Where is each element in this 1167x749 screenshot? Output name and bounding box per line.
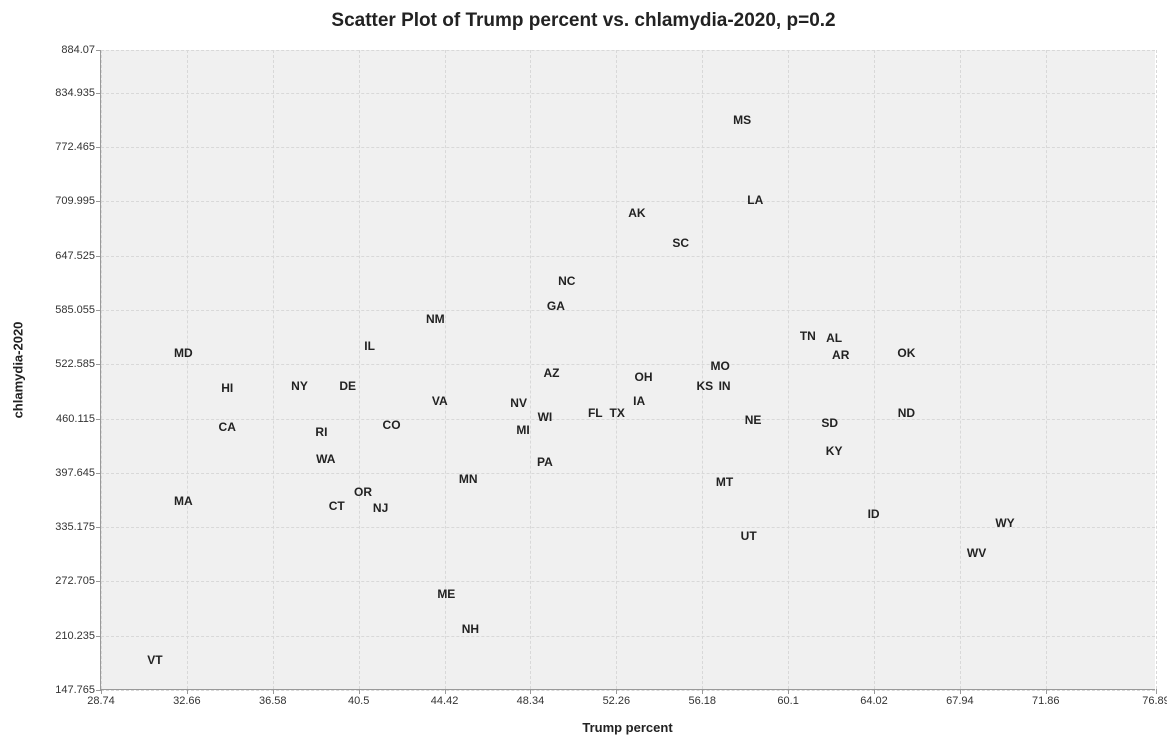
- x-tick-label: 48.34: [517, 689, 545, 707]
- gridline-v: [1156, 50, 1157, 689]
- data-point: MD: [174, 346, 193, 360]
- x-tick-label: 40.5: [348, 689, 369, 707]
- y-tick-label: 335.175: [55, 521, 101, 533]
- x-tick-label: 67.94: [946, 689, 974, 707]
- y-tick-label: 272.705: [55, 575, 101, 587]
- gridline-h: [101, 636, 1155, 637]
- data-point: SC: [672, 236, 689, 250]
- y-tick-label: 210.235: [55, 630, 101, 642]
- data-point: DE: [339, 379, 356, 393]
- gridline-h: [101, 50, 1155, 51]
- chart-title: Scatter Plot of Trump percent vs. chlamy…: [0, 10, 1167, 32]
- data-point: ME: [437, 587, 455, 601]
- x-tick-label: 44.42: [431, 689, 459, 707]
- data-point: KY: [826, 444, 843, 458]
- data-point: TN: [800, 329, 816, 343]
- data-point: CA: [219, 420, 236, 434]
- gridline-v: [187, 50, 188, 689]
- y-tick-label: 585.055: [55, 304, 101, 316]
- data-point: CO: [383, 418, 401, 432]
- data-point: MA: [174, 494, 193, 508]
- x-axis-label: Trump percent: [582, 720, 672, 735]
- gridline-v: [960, 50, 961, 689]
- gridline-v: [1046, 50, 1047, 689]
- data-point: WV: [967, 546, 986, 560]
- x-tick-label: 60.1: [777, 689, 798, 707]
- y-tick-label: 397.645: [55, 467, 101, 479]
- data-point: IA: [633, 394, 645, 408]
- data-point: AL: [826, 331, 842, 345]
- y-tick-label: 522.585: [55, 358, 101, 370]
- data-point: WA: [316, 452, 335, 466]
- data-point: KS: [697, 379, 714, 393]
- data-point: AK: [628, 206, 645, 220]
- x-tick-label: 32.66: [173, 689, 201, 707]
- gridline-h: [101, 364, 1155, 365]
- data-point: AR: [832, 348, 849, 362]
- y-tick-label: 460.115: [56, 413, 101, 425]
- x-tick-label: 76.89: [1142, 689, 1167, 707]
- data-point: MN: [459, 472, 478, 486]
- x-tick-label: 28.74: [87, 689, 115, 707]
- data-point: OK: [897, 346, 915, 360]
- data-point: MI: [516, 423, 529, 437]
- y-tick-label: 772.465: [55, 141, 101, 153]
- data-point: PA: [537, 455, 553, 469]
- gridline-h: [101, 147, 1155, 148]
- x-tick-label: 36.58: [259, 689, 287, 707]
- data-point: AZ: [543, 366, 559, 380]
- gridline-h: [101, 93, 1155, 94]
- data-point: MS: [733, 113, 751, 127]
- gridline-h: [101, 473, 1155, 474]
- data-point: NC: [558, 274, 575, 288]
- data-point: IL: [364, 339, 375, 353]
- data-point: FL: [588, 406, 603, 420]
- y-axis-label: chlamydia-2020: [11, 322, 26, 419]
- gridline-h: [101, 419, 1155, 420]
- gridline-v: [616, 50, 617, 689]
- gridline-h: [101, 310, 1155, 311]
- data-point: IN: [719, 379, 731, 393]
- gridline-h: [101, 581, 1155, 582]
- gridline-v: [702, 50, 703, 689]
- data-point: NM: [426, 312, 445, 326]
- gridline-v: [874, 50, 875, 689]
- data-point: LA: [747, 193, 763, 207]
- gridline-h: [101, 256, 1155, 257]
- gridline-v: [530, 50, 531, 689]
- data-point: NE: [745, 413, 762, 427]
- data-point: NJ: [373, 501, 388, 515]
- gridline-h: [101, 527, 1155, 528]
- gridline-v: [359, 50, 360, 689]
- y-tick-label: 834.935: [55, 87, 101, 99]
- data-point: OH: [635, 370, 653, 384]
- gridline-h: [101, 201, 1155, 202]
- data-point: RI: [315, 425, 327, 439]
- data-point: VT: [147, 653, 162, 667]
- data-point: MO: [711, 359, 730, 373]
- data-point: UT: [741, 529, 757, 543]
- data-point: MT: [716, 475, 733, 489]
- y-tick-label: 709.995: [55, 195, 101, 207]
- x-tick-label: 71.86: [1032, 689, 1060, 707]
- data-point: HI: [221, 381, 233, 395]
- data-point: ND: [898, 406, 915, 420]
- data-point: CT: [329, 499, 345, 513]
- gridline-v: [788, 50, 789, 689]
- x-tick-label: 64.02: [860, 689, 888, 707]
- data-point: NV: [510, 396, 527, 410]
- y-tick-label: 647.525: [55, 250, 101, 262]
- gridline-v: [273, 50, 274, 689]
- data-point: NY: [291, 379, 308, 393]
- data-point: OR: [354, 485, 372, 499]
- gridline-v: [101, 50, 102, 689]
- scatter-chart: Scatter Plot of Trump percent vs. chlamy…: [0, 0, 1167, 749]
- data-point: WI: [538, 410, 553, 424]
- x-tick-label: 52.26: [603, 689, 631, 707]
- data-point: NH: [462, 622, 479, 636]
- x-tick-label: 56.18: [688, 689, 716, 707]
- gridline-v: [445, 50, 446, 689]
- y-tick-label: 884.07: [61, 44, 101, 56]
- plot-area: 147.765210.235272.705335.175397.645460.1…: [100, 50, 1155, 690]
